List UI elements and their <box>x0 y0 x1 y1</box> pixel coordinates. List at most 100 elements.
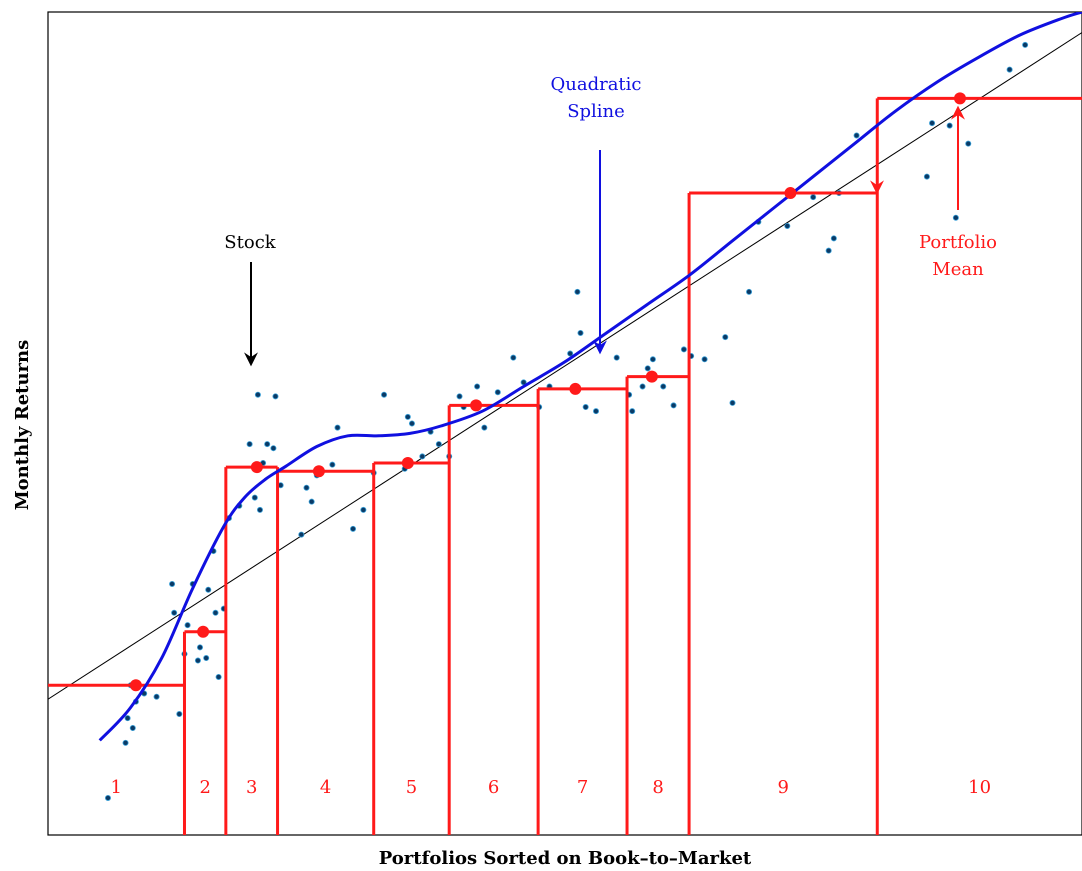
stock-point <box>104 794 111 801</box>
stock-point <box>574 288 581 295</box>
stock-point <box>270 445 277 452</box>
portfolio-mean-marker <box>470 399 483 412</box>
portfolio-label: 10 <box>968 777 991 798</box>
stock-point <box>381 391 388 398</box>
x-axis-title: Portfolios Sorted on Book–to–Market <box>379 848 752 869</box>
spline-annotation-line1: Quadratic <box>550 74 641 95</box>
portfolio-mean-annotation-line2: Mean <box>932 259 984 280</box>
stock-point <box>122 739 129 746</box>
portfolio-labels: 1 2 3 4 5 6 7 8 9 10 <box>111 777 992 798</box>
portfolio-label: 4 <box>320 777 331 798</box>
plot-frame <box>47 11 1082 836</box>
stock-point <box>251 494 258 501</box>
portfolio-mean-marker <box>953 92 966 105</box>
stock-point <box>746 288 753 295</box>
stock-point <box>593 408 600 415</box>
stock-point <box>582 404 589 411</box>
stock-point <box>680 346 687 353</box>
stock-point <box>124 715 131 722</box>
stock-point <box>215 673 222 680</box>
stock-point <box>929 120 936 127</box>
stock-point <box>246 441 253 448</box>
stock-point <box>360 506 367 513</box>
stock-point <box>729 399 736 406</box>
stock-point <box>639 383 646 390</box>
portfolio-label: 1 <box>111 777 122 798</box>
portfolio-label: 6 <box>488 777 499 798</box>
regression-line <box>48 32 1082 700</box>
stock-point <box>298 531 305 538</box>
stock-point <box>830 235 837 242</box>
stock-point <box>419 453 426 460</box>
stock-point <box>308 498 315 505</box>
stock-point <box>952 214 959 221</box>
portfolio-mean-marker <box>784 187 797 200</box>
stock-point <box>825 247 832 254</box>
stock-point <box>184 622 191 629</box>
stock-point <box>923 173 930 180</box>
stock-point <box>303 484 310 491</box>
stock-point <box>334 424 341 431</box>
stock-point <box>701 356 708 363</box>
spline-annotation-line2: Spline <box>567 101 625 122</box>
stock-point <box>456 393 463 400</box>
portfolio-label: 2 <box>199 777 210 798</box>
portfolio-mean-marker <box>197 625 210 638</box>
stock-point <box>264 441 271 448</box>
stock-point <box>577 329 584 336</box>
stock-point <box>510 354 517 361</box>
stock-point <box>629 408 636 415</box>
portfolio-mean-annotation-line1: Portfolio <box>919 232 997 253</box>
stock-point <box>474 383 481 390</box>
portfolio-mean-marker <box>401 457 414 470</box>
stock-point <box>644 365 651 372</box>
portfolio-mean-marker <box>645 370 658 383</box>
portfolio-label: 3 <box>246 777 257 798</box>
stock-point <box>404 413 411 420</box>
portfolio-label: 7 <box>577 777 588 798</box>
stock-point <box>408 420 415 427</box>
portfolio-steps <box>48 96 1082 835</box>
stock-point <box>194 657 201 664</box>
portfolio-mean-marker <box>250 461 263 474</box>
portfolio-label: 8 <box>652 777 663 798</box>
portfolio-label: 9 <box>777 777 788 798</box>
stock-point <box>329 461 336 468</box>
stock-point <box>169 580 176 587</box>
stock-point <box>613 354 620 361</box>
portfolio-mean-marker <box>569 382 582 395</box>
stock-point <box>784 222 791 229</box>
stock-point <box>129 725 136 732</box>
portfolio-mean-marker <box>129 679 142 692</box>
portfolio-means <box>129 92 966 692</box>
stock-point <box>649 356 656 363</box>
stock-point <box>176 711 183 718</box>
stock-points <box>104 41 1029 801</box>
stock-point <box>435 441 442 448</box>
stock-point <box>203 655 210 662</box>
stock-point <box>722 334 729 341</box>
stock-point <box>853 132 860 139</box>
stock-point <box>946 122 953 129</box>
stock-point <box>205 586 212 593</box>
stock-point <box>254 391 261 398</box>
stock-annotation: Stock <box>224 232 276 253</box>
stock-point <box>272 393 279 400</box>
stock-point <box>567 350 574 357</box>
stock-point <box>350 525 357 532</box>
portfolio-mean-marker <box>312 465 325 478</box>
stock-point <box>1022 41 1029 48</box>
stock-point <box>153 693 160 700</box>
stock-point <box>171 609 178 616</box>
stock-point <box>481 424 488 431</box>
stock-point <box>965 140 972 147</box>
stock-point <box>660 383 667 390</box>
stock-point <box>670 402 677 409</box>
stock-point <box>256 506 263 513</box>
y-axis-title: Monthly Returns <box>12 340 33 511</box>
quadratic-spline <box>98 12 1082 742</box>
stock-point <box>810 194 817 201</box>
portfolio-label: 5 <box>406 777 417 798</box>
stock-point <box>196 644 203 651</box>
